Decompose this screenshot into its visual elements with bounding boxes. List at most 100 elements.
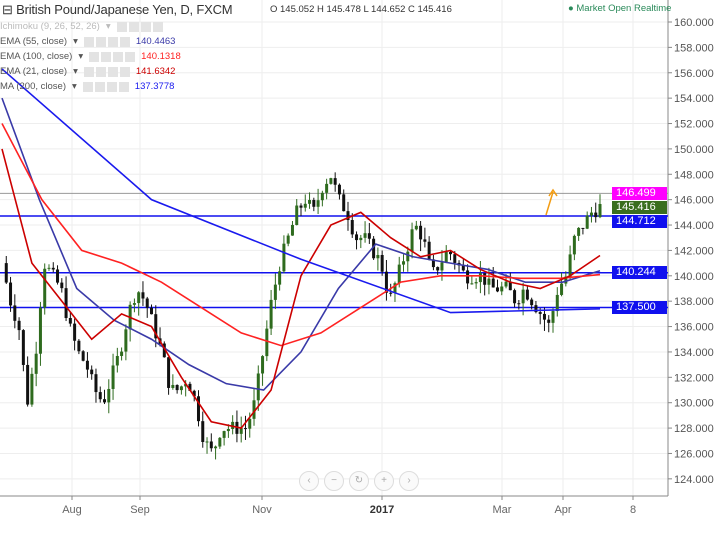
candle [64,288,68,319]
close-icon[interactable] [119,66,130,77]
legend-item[interactable]: MA (200, close) ▾ 137.3778 [0,80,174,93]
close-icon[interactable] [152,21,163,32]
reset-button[interactable]: ↻ [349,471,369,491]
plus-icon[interactable] [107,66,118,77]
candle [162,343,166,358]
plus-icon[interactable] [106,81,117,92]
candle [179,386,183,391]
candle [282,243,286,272]
candle [372,238,376,259]
x-tick-label: Nov [252,504,272,516]
zoom-in-button[interactable]: + [374,471,394,491]
legend-controls[interactable] [83,66,130,77]
y-tick-label: 134.000 [674,347,714,359]
legend-value: 140.1318 [141,51,181,62]
candle [329,178,333,184]
candle [355,234,359,241]
chart-title: ⊟ British Pound/Japanese Yen, D, FXCM [2,2,233,17]
candle [406,251,410,262]
candle [466,270,470,284]
gear-icon[interactable] [101,51,112,62]
x-tick-label: Apr [554,504,571,516]
ma-line [1,148,601,429]
y-tick-label: 146.000 [674,195,714,207]
candle [184,383,188,387]
candle [560,283,564,295]
candle [376,254,380,259]
candle [278,271,282,285]
candle [564,276,568,284]
y-tick-label: 138.000 [674,296,714,308]
legend-controls[interactable] [89,51,136,62]
candle [555,294,559,312]
candle [487,278,491,285]
ma-line [1,97,601,391]
legend-item[interactable]: EMA (55, close) ▾ 140.4463 [0,35,175,48]
plus-icon[interactable] [113,51,124,62]
candle [594,212,598,218]
gear-icon[interactable] [94,81,105,92]
ma-line [1,68,601,314]
candle [333,178,337,185]
candle [115,355,119,366]
candle [252,400,256,419]
candle [132,303,136,305]
candle [167,357,171,388]
zoom-out-button[interactable]: − [324,471,344,491]
candle [192,390,196,397]
candle [141,292,145,299]
candle [542,313,546,320]
candle [470,283,474,285]
chevron-down-icon[interactable]: ▾ [73,66,78,77]
legend-item[interactable]: EMA (100, close) ▾ 140.1318 [0,50,181,63]
gear-icon[interactable] [95,66,106,77]
candle [363,233,367,238]
legend-controls[interactable] [83,36,130,47]
chevron-down-icon[interactable]: ▾ [72,81,77,92]
legend-controls[interactable] [116,21,163,32]
candle [154,314,158,339]
candle [316,200,320,207]
legend-controls[interactable] [82,81,129,92]
candle [214,446,218,449]
candle [209,441,213,449]
candle [4,263,8,283]
eye-icon[interactable] [83,36,94,47]
candle [43,268,47,308]
y-tick-label: 150.000 [674,144,714,156]
candle [513,290,517,304]
candle [547,319,551,323]
chevron-down-icon[interactable]: ▾ [78,51,84,62]
candle [111,365,115,389]
plus-icon[interactable] [107,36,118,47]
candle [325,183,329,193]
candle [589,212,593,216]
plus-icon[interactable] [140,21,151,32]
gear-icon[interactable] [95,36,106,47]
eye-icon[interactable] [89,51,100,62]
candle [13,305,17,321]
candle [508,281,512,291]
candle [346,211,350,221]
legend-item[interactable]: EMA (21, close) ▾ 141.6342 [0,65,175,78]
candle [350,220,354,235]
candle [402,261,406,265]
legend-label: EMA (100, close) [0,51,73,62]
candle [261,356,265,374]
gear-icon[interactable] [128,21,139,32]
y-tick-label: 130.000 [674,398,714,410]
close-icon[interactable] [125,51,136,62]
close-icon[interactable] [119,36,130,47]
eye-icon[interactable] [82,81,93,92]
candle [56,269,60,283]
scroll-left-button[interactable]: ‹ [299,471,319,491]
chevron-down-icon[interactable]: ▾ [73,36,78,47]
eye-icon[interactable] [116,21,127,32]
eye-icon[interactable] [83,66,94,77]
close-icon[interactable] [118,81,129,92]
legend-item[interactable]: Ichimoku (9, 26, 52, 26) ▾ [0,20,169,33]
scroll-right-button[interactable]: › [399,471,419,491]
candle [205,441,209,443]
chevron-down-icon[interactable]: ▾ [105,21,111,32]
